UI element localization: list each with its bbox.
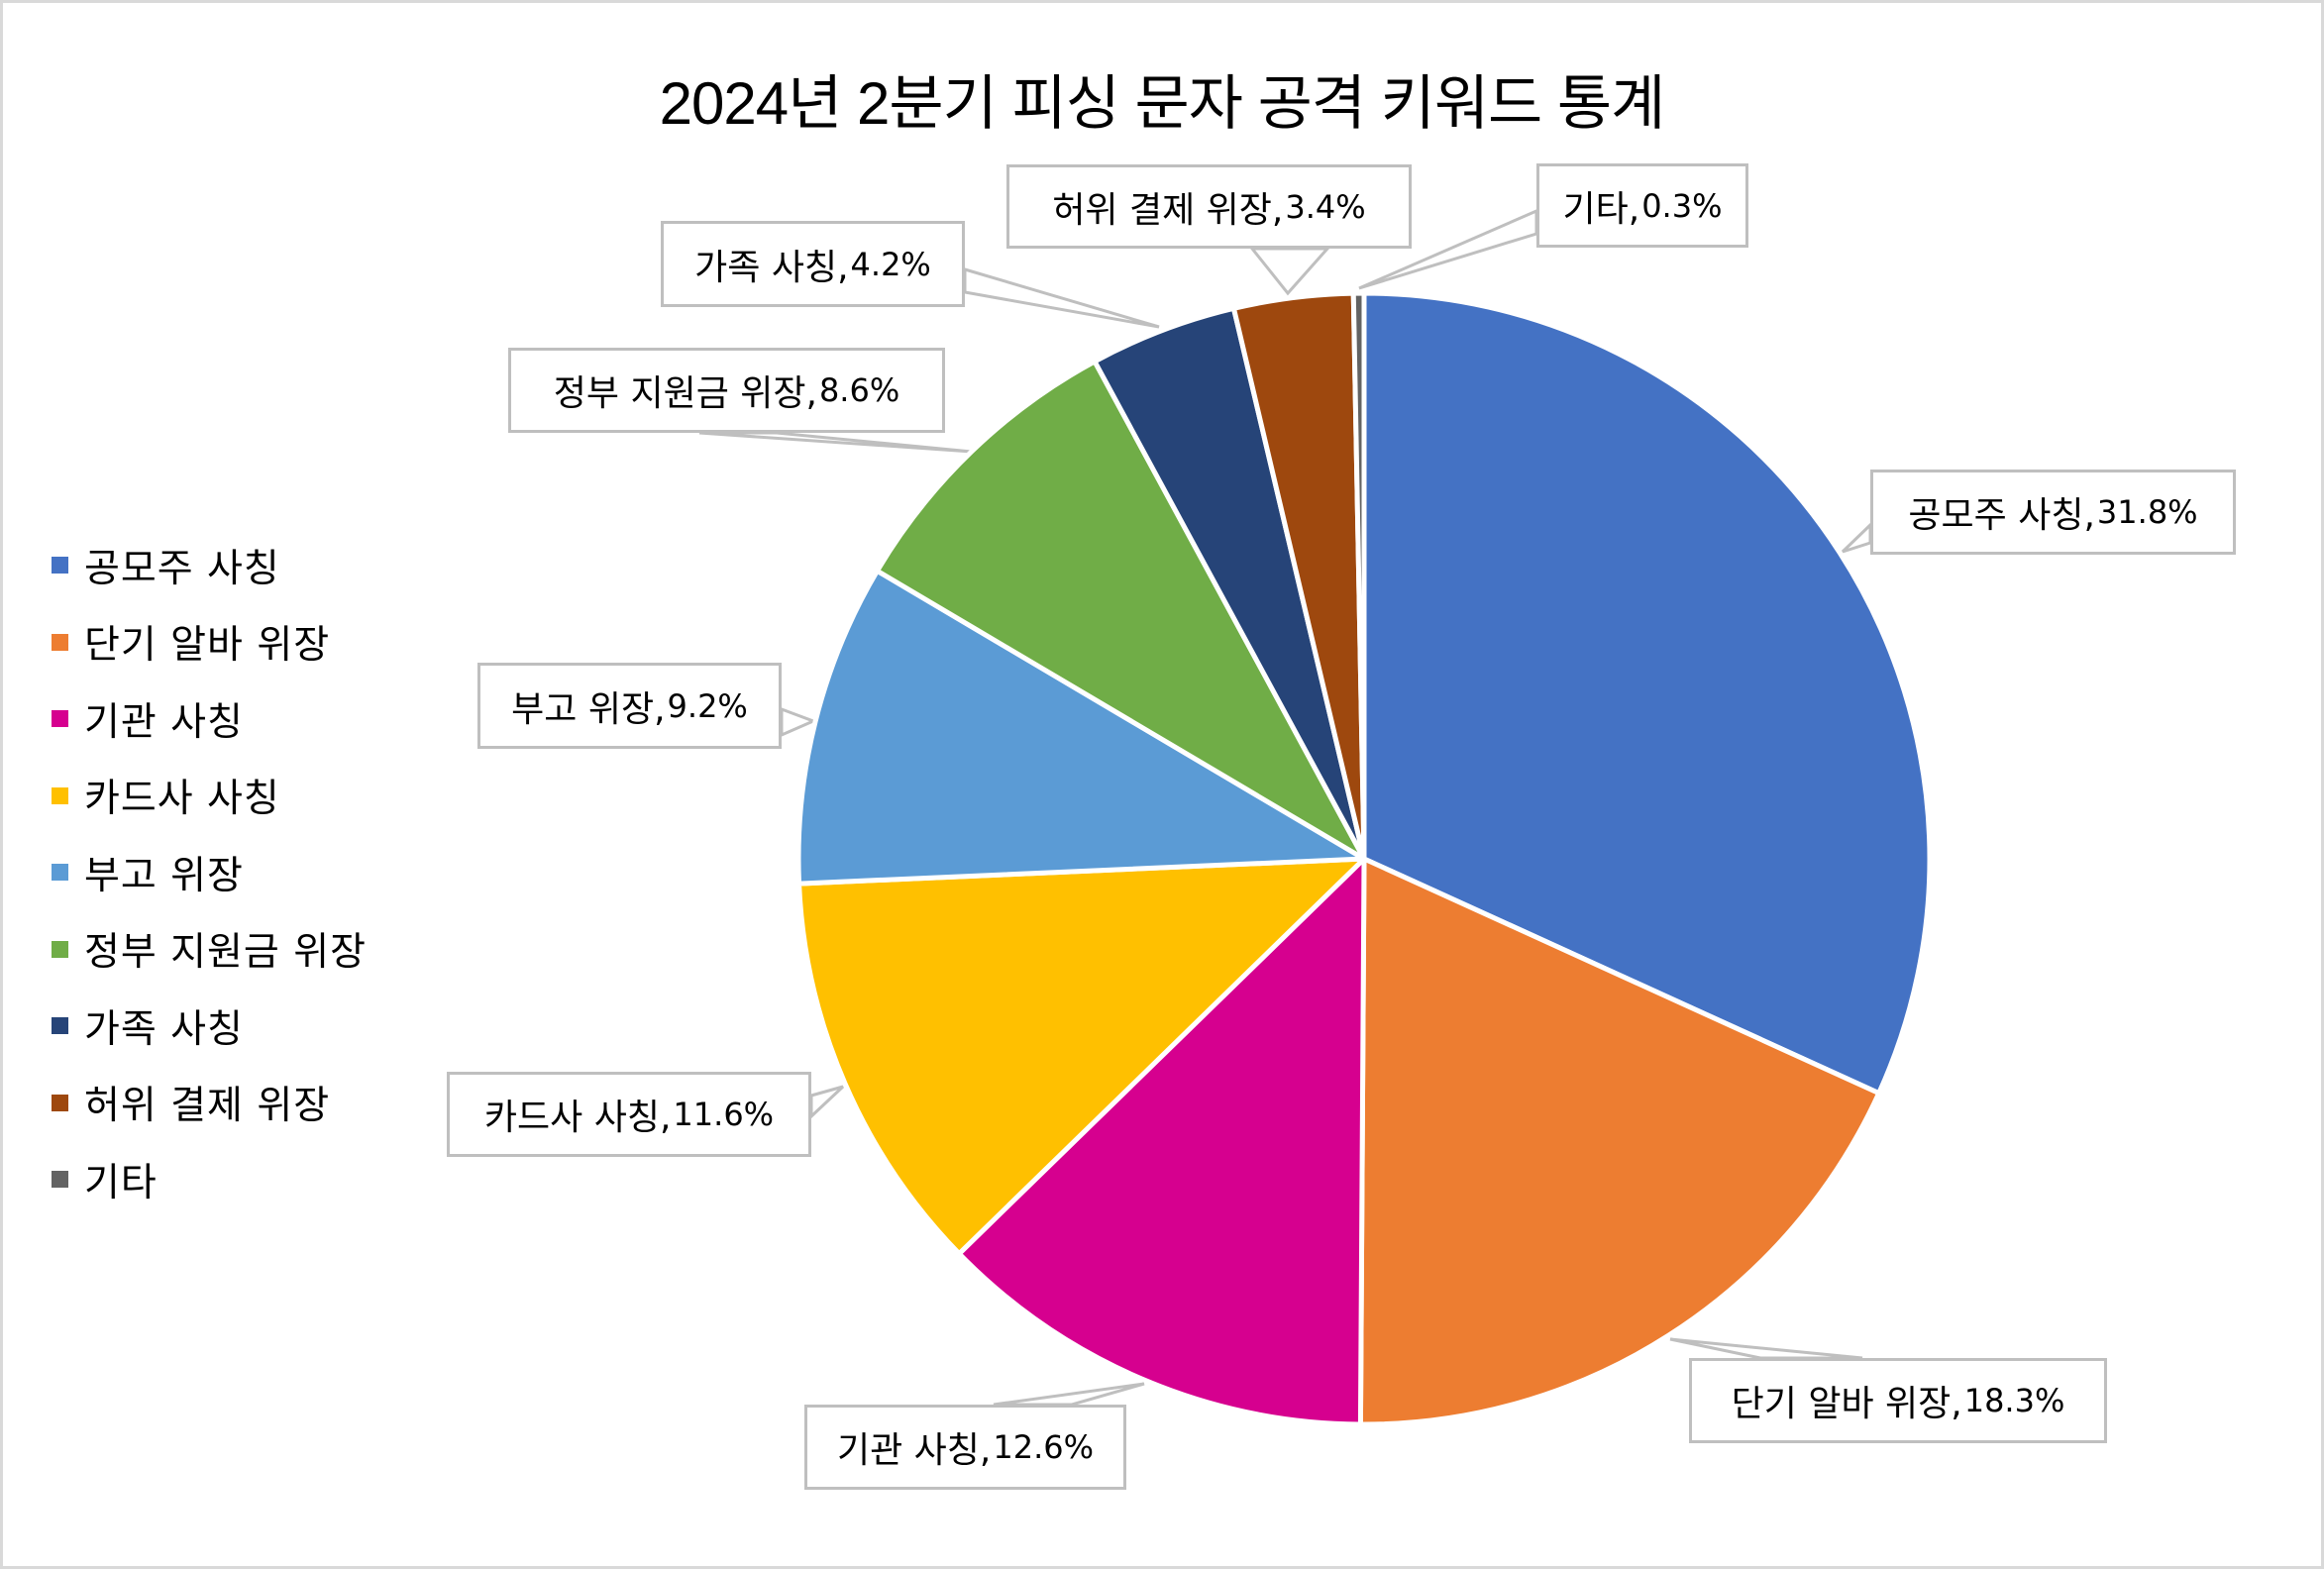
pie-slice: [956, 856, 1367, 1427]
data-label-percent: 12.6%: [993, 1428, 1095, 1466]
leader-line: [698, 431, 973, 454]
legend-item: 카드사 사칭: [52, 758, 367, 835]
data-label-percent: 4.2%: [850, 245, 931, 283]
data-label-name: 가족 사칭,: [694, 247, 849, 288]
data-label: 카드사 사칭, 11.6%: [447, 1072, 811, 1157]
leader-line: [1248, 247, 1331, 296]
pie-slice: [875, 359, 1367, 862]
data-label-percent: 9.2%: [667, 686, 748, 725]
legend-item: 단기 알바 위장: [52, 604, 367, 681]
legend-swatch-icon: [52, 633, 68, 651]
legend-item: 기관 사칭: [52, 680, 367, 758]
data-label-percent: 0.3%: [1641, 186, 1723, 225]
legend-swatch-icon: [52, 710, 68, 728]
legend-item: 정부 지원금 위장: [52, 911, 367, 989]
data-label-percent: 8.6%: [818, 371, 900, 409]
legend-item: 부고 위장: [52, 834, 367, 911]
legend-label: 단기 알바 위장: [84, 623, 331, 669]
legend-label: 공모주 사칭: [84, 546, 280, 591]
legend-swatch-icon: [52, 1017, 68, 1035]
pie-slices: [795, 290, 1933, 1427]
legend-item: 가족 사칭: [52, 988, 367, 1065]
data-label-name: 카드사 사칭,: [483, 1098, 672, 1138]
data-label-name: 허위 결제 위장,: [1052, 189, 1284, 231]
legend-label: 부고 위장: [84, 853, 244, 898]
legend-swatch-icon: [52, 786, 68, 804]
data-label-name: 기관 사칭,: [836, 1430, 992, 1471]
legend-item: 허위 결제 위장: [52, 1065, 367, 1142]
leader-line: [780, 706, 817, 738]
data-label-percent: 11.6%: [673, 1096, 775, 1133]
legend-label: 카드사 사칭: [84, 777, 280, 822]
legend-label: 허위 결제 위장: [84, 1084, 331, 1129]
chart-title: 2024년 2분기 피싱 문자 공격 키워드 통계: [659, 70, 1666, 137]
data-label: 공모주 사칭, 31.8%: [1870, 470, 2236, 555]
legend-label: 가족 사칭: [84, 1006, 244, 1052]
data-label-name: 공모주 사칭,: [1908, 495, 2095, 536]
data-label: 단기 알바 위장, 18.3%: [1689, 1358, 2107, 1443]
data-label-percent: 3.4%: [1285, 187, 1366, 226]
legend-label: 정부 지원금 위장: [84, 930, 367, 976]
data-label: 기관 사칭, 12.6%: [804, 1405, 1126, 1490]
legend-swatch-icon: [52, 864, 68, 882]
legend-label: 기타: [84, 1160, 158, 1205]
pie-slice: [1357, 856, 1882, 1427]
leader-line: [1841, 521, 1872, 554]
leader-line: [963, 266, 1160, 329]
data-label: 허위 결제 위장, 3.4%: [1006, 164, 1412, 249]
legend-swatch-icon: [52, 940, 68, 958]
pie-slice: [1361, 290, 1933, 1097]
data-label: 기타, 0.3%: [1536, 163, 1748, 248]
leader-line: [809, 1085, 845, 1120]
legend: 공모주 사칭 단기 알바 위장 기관 사칭 카드사 사칭 부고 위장 정부 지원…: [52, 527, 367, 1218]
leader-line: [1669, 1337, 1863, 1360]
pie-slice: [1350, 290, 1367, 862]
data-label-percent: 31.8%: [2096, 493, 2198, 531]
legend-label: 기관 사칭: [84, 699, 244, 745]
legend-swatch-icon: [52, 1094, 68, 1111]
data-label: 가족 사칭, 4.2%: [661, 221, 965, 307]
data-label-name: 부고 위장,: [511, 688, 666, 730]
pie-slice: [796, 856, 1367, 1257]
data-label-percent: 18.3%: [1963, 1382, 2065, 1419]
legend-item: 기타: [52, 1141, 367, 1218]
data-label: 부고 위장, 9.2%: [477, 663, 782, 749]
leader-line: [993, 1382, 1145, 1407]
legend-item: 공모주 사칭: [52, 527, 367, 604]
pie-slice: [795, 568, 1367, 887]
leader-lines: [698, 208, 1872, 1407]
data-label-name: 단기 알바 위장,: [1731, 1384, 1962, 1424]
data-label: 정부 지원금 위장, 8.6%: [508, 348, 945, 433]
data-label-name: 정부 지원금 위장,: [553, 373, 817, 414]
legend-swatch-icon: [52, 1171, 68, 1189]
legend-swatch-icon: [52, 557, 68, 575]
data-label-name: 기타,: [1562, 188, 1640, 230]
